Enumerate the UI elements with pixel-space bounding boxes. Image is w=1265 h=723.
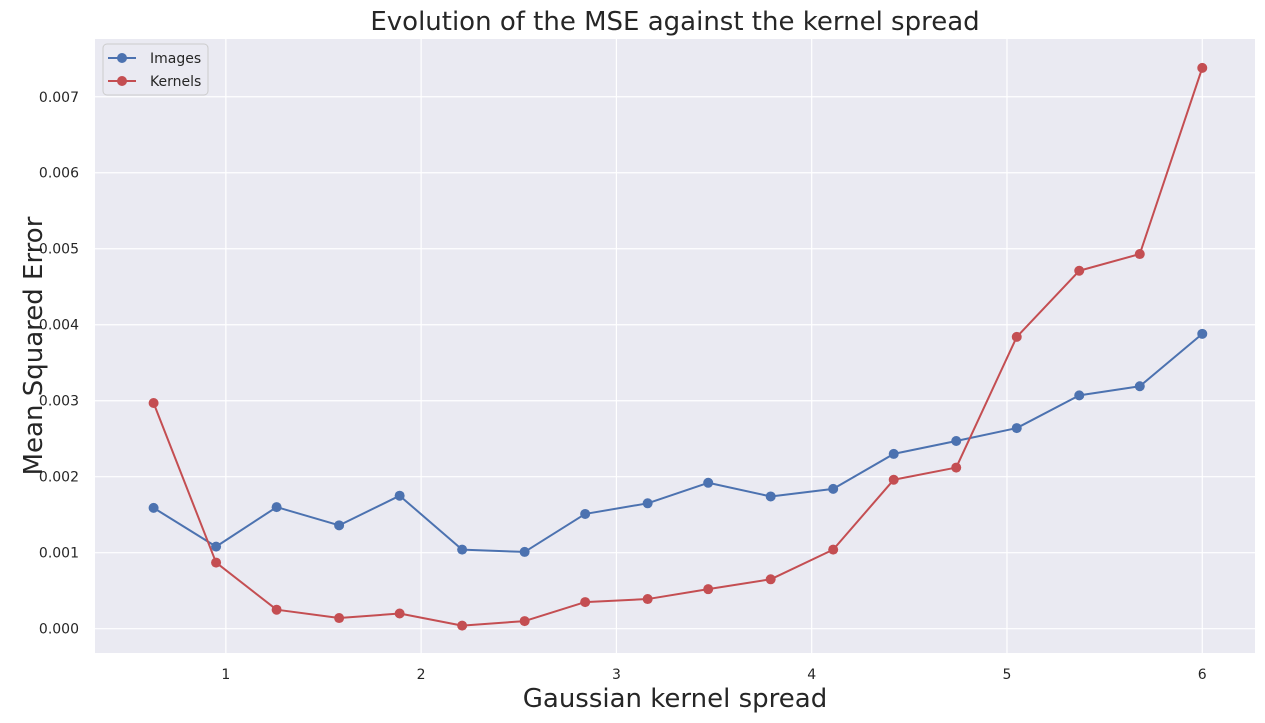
y-tick-label: 0.003 — [39, 394, 79, 410]
data-point-kernels — [642, 594, 653, 605]
data-point-kernels — [211, 557, 222, 568]
data-point-kernels — [394, 608, 405, 619]
data-point-kernels — [1134, 249, 1145, 260]
y-tick-label: 0.007 — [39, 90, 79, 106]
y-tick-label: 0.004 — [39, 318, 79, 334]
data-point-kernels — [1197, 62, 1208, 73]
x-tick-label: 2 — [417, 667, 426, 683]
x-tick-label: 4 — [807, 667, 816, 683]
data-point-images — [457, 544, 468, 555]
data-point-images — [951, 435, 962, 446]
series-line-kernels — [152, 67, 1204, 627]
x-tick-label: 3 — [612, 667, 621, 683]
x-tick-label: 1 — [221, 667, 230, 683]
data-point-kernels — [828, 544, 839, 555]
data-point-kernels — [457, 620, 468, 631]
y-tick-label: 0.002 — [39, 470, 79, 486]
data-point-images — [519, 546, 530, 557]
data-point-kernels — [765, 574, 776, 585]
legend: Images Kernels — [102, 43, 209, 96]
data-point-images — [703, 477, 714, 488]
series-line-images — [153, 333, 1203, 553]
y-tick-label: 0.000 — [39, 622, 79, 638]
y-axis-label: Mean Squared Error — [19, 216, 49, 475]
data-point-images — [211, 541, 222, 552]
data-point-kernels — [271, 604, 282, 615]
legend-marker-kernels — [117, 76, 127, 86]
data-point-kernels — [703, 584, 714, 595]
data-point-kernels — [1074, 265, 1085, 276]
data-point-images — [1134, 381, 1145, 392]
x-tick-label: 6 — [1198, 667, 1207, 683]
chart-title: Evolution of the MSE against the kernel … — [370, 7, 979, 37]
data-point-images — [271, 502, 282, 513]
x-axis-label: Gaussian kernel spread — [523, 684, 827, 714]
data-point-kernels — [1011, 331, 1022, 342]
data-point-kernels — [519, 616, 530, 627]
data-point-kernels — [148, 397, 159, 408]
data-point-images — [1074, 390, 1085, 401]
data-point-images — [334, 520, 345, 531]
data-point-images — [394, 490, 405, 501]
y-tick-label: 0.005 — [39, 242, 79, 258]
data-point-images — [1011, 423, 1022, 434]
data-point-images — [828, 483, 839, 494]
plot-area — [95, 39, 1255, 653]
data-point-images — [580, 508, 591, 519]
series-layer — [148, 62, 1208, 631]
y-tick-label: 0.001 — [39, 546, 79, 562]
legend-box — [102, 43, 209, 96]
data-point-images — [765, 491, 776, 502]
x-tick-label: 5 — [1003, 667, 1012, 683]
legend-marker-images — [117, 53, 127, 63]
data-point-images — [888, 448, 899, 459]
grid — [95, 39, 1255, 653]
tick-labels: 1 2 3 4 5 6 0.000 0.001 0.002 0.003 0.004 0.005 0.00… — [39, 90, 1207, 683]
legend-label-images: Images — [150, 51, 201, 67]
legend-label-kernels: Kernels — [150, 74, 201, 90]
data-point-kernels — [951, 462, 962, 473]
data-point-kernels — [888, 474, 899, 485]
data-point-images — [642, 498, 653, 509]
data-point-kernels — [580, 597, 591, 608]
data-point-images — [1197, 328, 1208, 339]
data-point-images — [148, 502, 159, 513]
series-images — [148, 328, 1208, 557]
y-tick-label: 0.006 — [39, 166, 79, 182]
data-point-kernels — [334, 613, 345, 624]
series-kernels — [148, 62, 1208, 631]
